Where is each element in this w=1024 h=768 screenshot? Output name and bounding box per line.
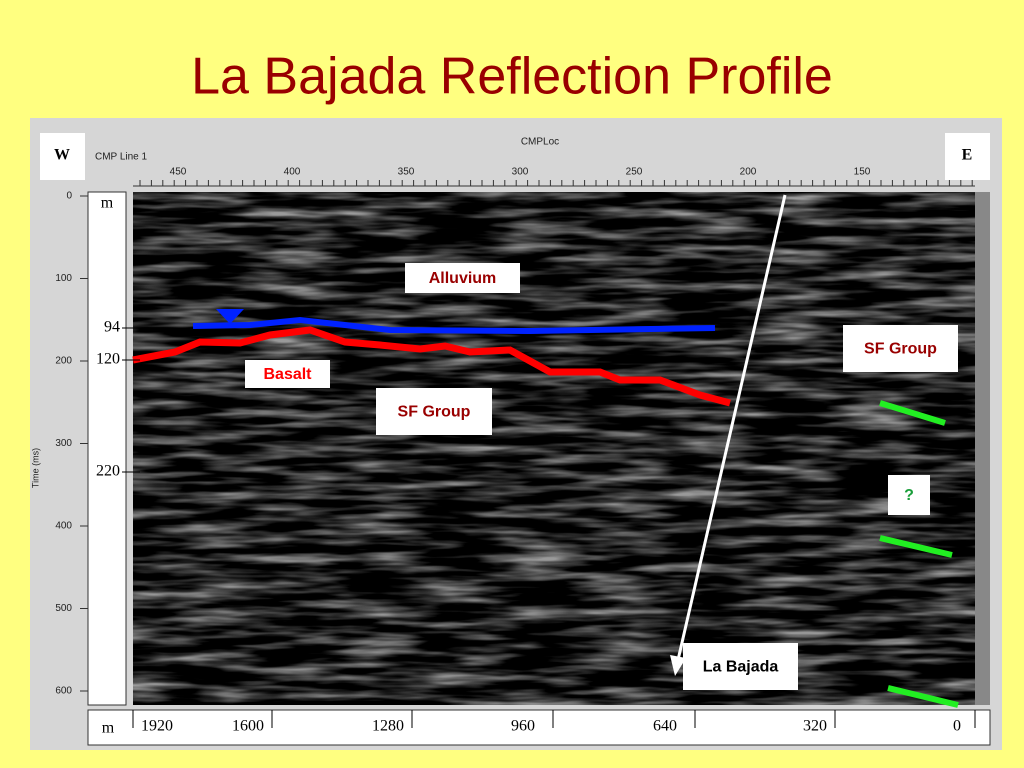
time-tick-label: 200	[55, 356, 72, 367]
green-reflector	[879, 535, 953, 558]
top-tick-label: 250	[626, 167, 643, 178]
time-tick-label: 300	[55, 438, 72, 449]
time-axis-label: Time (ms)	[30, 448, 40, 488]
title: La Bajada Reflection Profile	[191, 48, 833, 106]
annotation: SF Group	[864, 341, 937, 358]
depth-label: 94	[104, 319, 120, 336]
annotation: ?	[904, 487, 914, 504]
time-tick-label: 600	[55, 686, 72, 697]
annotation: SF Group	[398, 404, 471, 421]
annotation-box	[683, 643, 798, 690]
water-table-marker	[216, 309, 244, 324]
distance-tick-label: 1280	[372, 718, 404, 735]
seismic-image	[133, 192, 975, 705]
time-tick-label: 100	[55, 273, 72, 284]
east-label: E	[962, 147, 973, 164]
time-tick-label: 500	[55, 603, 72, 614]
top-axis-label: CMPLoc	[521, 137, 559, 148]
depth-label: 120	[96, 351, 120, 368]
annotation-box	[376, 388, 492, 435]
annotation: Basalt	[263, 366, 312, 383]
basalt-horizon	[132, 326, 731, 407]
top-tick-label: 350	[398, 167, 415, 178]
distance-tick-label: 1600	[232, 718, 264, 735]
top-tick-label: 400	[284, 167, 301, 178]
fault-arrow	[670, 655, 686, 676]
green-reflector	[887, 685, 959, 708]
line-name: CMP Line 1	[95, 152, 148, 163]
top-tick-label: 300	[512, 167, 529, 178]
distance-tick-label: 960	[511, 718, 535, 735]
time-tick-label: 400	[55, 521, 72, 532]
top-tick-label: 150	[854, 167, 871, 178]
west-label: W	[54, 147, 70, 164]
annotation-box	[245, 360, 330, 388]
west-box	[40, 133, 85, 180]
depth-strip	[87, 191, 127, 706]
annotation: La Bajada	[703, 659, 779, 676]
distance-tick-label: 0	[953, 718, 961, 735]
distance-tick-label: 640	[653, 718, 677, 735]
annotation-box	[405, 263, 520, 293]
annotation-box	[843, 325, 958, 372]
distance-unit: m	[102, 720, 115, 737]
distance-tick-label: 320	[803, 718, 827, 735]
annotation: Alluvium	[429, 270, 497, 287]
depth-label: m	[101, 195, 114, 212]
depth-label: 220	[96, 463, 120, 480]
top-tick-label: 450	[170, 167, 187, 178]
top-tick-label: 200	[740, 167, 757, 178]
east-box	[945, 133, 990, 180]
water-table	[192, 316, 716, 335]
time-tick-label: 0	[66, 191, 72, 202]
distance-strip	[87, 709, 991, 746]
fault-line	[676, 194, 787, 661]
green-reflector	[879, 400, 946, 426]
distance-tick-label: 1920	[141, 718, 173, 735]
annotation-box	[888, 475, 930, 515]
seismic-edge	[975, 192, 990, 705]
